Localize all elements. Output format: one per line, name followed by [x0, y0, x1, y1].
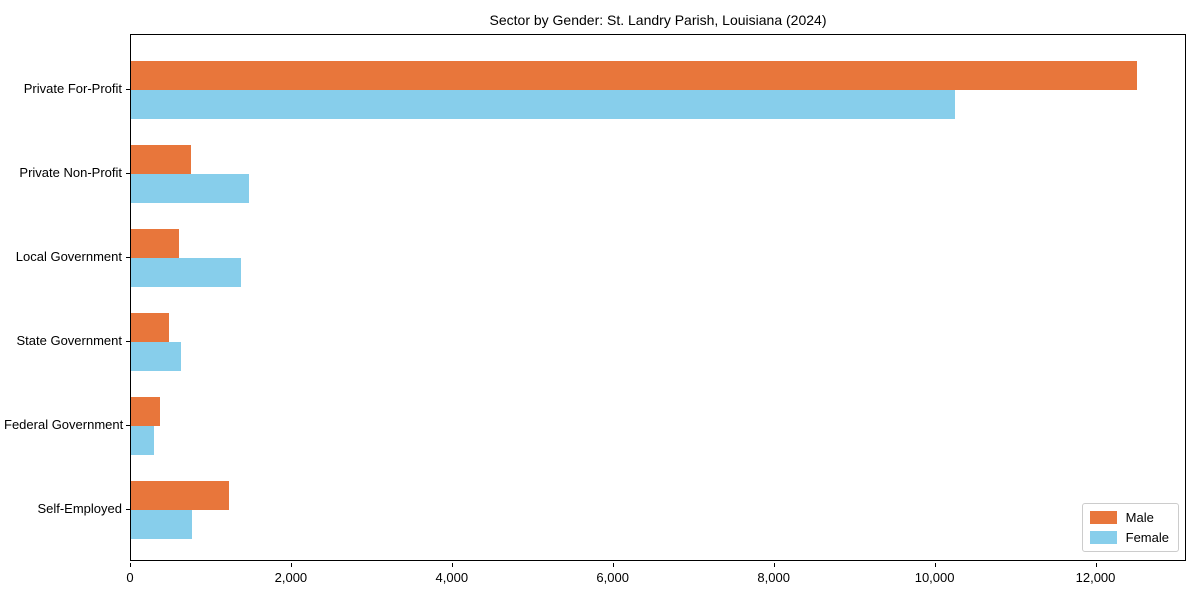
- ytick-label-private-for-profit: Private For-Profit: [23, 81, 122, 96]
- ytick-mark: [126, 173, 130, 174]
- bar-male-private-for-profit: [131, 61, 1137, 90]
- ytick-mark: [126, 89, 130, 90]
- bar-male-federal-government: [131, 397, 161, 426]
- legend-label-male: Male: [1125, 510, 1154, 525]
- xtick-mark: [290, 563, 292, 567]
- bar-male-local-government: [131, 229, 179, 258]
- legend-row-female: Female: [1089, 530, 1169, 545]
- ytick-mark: [126, 509, 130, 510]
- ytick-mark: [126, 341, 130, 342]
- bar-female-federal-government: [131, 426, 154, 455]
- xtick-mark: [1095, 563, 1097, 567]
- ytick-mark: [126, 425, 130, 426]
- ytick-label-self-employed: Self-Employed: [37, 501, 122, 516]
- ytick-mark: [126, 257, 130, 258]
- xtick-label-10-000: 10,000: [914, 570, 955, 585]
- legend-label-female: Female: [1125, 530, 1169, 545]
- bar-female-private-non-profit: [131, 174, 249, 203]
- xtick-label-8-000: 8,000: [757, 570, 790, 585]
- xtick-label-4-000: 4,000: [435, 570, 469, 585]
- bar-female-state-government: [131, 342, 181, 371]
- bar-male-state-government: [131, 313, 169, 342]
- bar-female-private-for-profit: [131, 90, 955, 119]
- legend-swatch-female: [1089, 531, 1117, 544]
- xtick-label-0: 0: [126, 570, 134, 585]
- xtick-label-2-000: 2,000: [274, 570, 308, 585]
- legend-swatch-male: [1089, 511, 1117, 524]
- xtick-label-6-000: 6,000: [596, 570, 629, 585]
- ytick-label-state-government: State Government: [16, 333, 123, 348]
- plot-area: Male Female: [130, 34, 1186, 561]
- bar-male-private-non-profit: [131, 145, 191, 174]
- chart-title: Sector by Gender: St. Landry Parish, Lou…: [489, 12, 827, 28]
- xtick-mark: [130, 563, 131, 567]
- bar-female-local-government: [131, 258, 242, 287]
- xtick-mark: [773, 563, 775, 567]
- ytick-label-federal-government: Federal Government: [4, 417, 124, 432]
- legend: Male Female: [1081, 503, 1179, 552]
- legend-row-male: Male: [1089, 510, 1169, 525]
- bar-male-self-employed: [131, 481, 230, 510]
- xtick-label-12-000: 12,000: [1075, 570, 1116, 585]
- bar-female-self-employed: [131, 510, 193, 539]
- xtick-mark: [934, 563, 936, 567]
- xtick-mark: [451, 563, 453, 567]
- ytick-label-local-government: Local Government: [15, 249, 122, 264]
- xtick-mark: [612, 563, 614, 567]
- ytick-label-private-non-profit: Private Non-Profit: [19, 165, 122, 180]
